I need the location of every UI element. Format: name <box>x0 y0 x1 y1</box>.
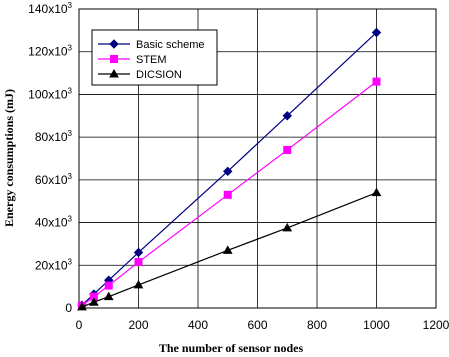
data-point <box>104 281 113 290</box>
legend-label: Basic scheme <box>136 39 204 51</box>
x-tick-label: 800 <box>307 318 327 332</box>
data-point <box>77 301 87 311</box>
legend-marker <box>109 39 119 49</box>
data-point <box>133 279 144 289</box>
data-point <box>282 222 293 232</box>
y-tick-label: 20x103 <box>35 257 73 272</box>
legend-item: Basic scheme <box>98 39 204 51</box>
series-group <box>77 27 382 311</box>
legend-item: DICSION <box>98 68 182 81</box>
data-point <box>133 247 144 258</box>
y-tick-label: 0 <box>65 301 72 315</box>
legend-marker <box>109 68 119 78</box>
data-point <box>103 291 114 301</box>
x-tick-label: 600 <box>247 318 267 332</box>
legend-marker <box>110 55 118 63</box>
x-tick-label: 0 <box>76 318 83 332</box>
x-axis-title: The number of sensor nodes <box>159 341 304 355</box>
x-tick-label: 1000 <box>363 318 390 332</box>
y-tick-labels: 0 20x103 40x103 60x103 80x103 100x103 120x103 1… <box>28 1 72 315</box>
legend: Basic scheme STEM DICSION <box>91 29 218 86</box>
data-point <box>222 245 233 254</box>
data-point <box>223 190 232 199</box>
legend-label: STEM <box>136 54 167 66</box>
data-point <box>283 145 292 154</box>
series-2 <box>77 187 382 311</box>
data-point <box>282 111 292 121</box>
data-point <box>371 27 382 38</box>
legend-item: STEM <box>98 54 167 66</box>
plot-frame <box>78 8 437 309</box>
y-tick-label: 80x103 <box>35 129 73 144</box>
data-point <box>223 166 233 177</box>
y-tick-label: 40x103 <box>35 215 73 230</box>
x-tick-label: 400 <box>188 318 208 332</box>
x-tick-label: 1200 <box>423 318 449 332</box>
legend-label: DICSION <box>136 69 182 81</box>
data-point <box>371 187 382 197</box>
data-point <box>134 258 143 267</box>
data-point <box>372 77 381 86</box>
y-tick-label: 120x103 <box>28 44 72 59</box>
y-axis-title: Energy consumptions (mJ) <box>2 89 16 227</box>
series-1 <box>77 77 381 310</box>
y-tick-label: 100x103 <box>28 86 72 101</box>
data-point <box>89 297 99 306</box>
x-tick-labels: 0 200 400 600 800 1000 1200 <box>76 318 449 332</box>
y-tick-label: 140x103 <box>28 1 72 16</box>
y-tick-label: 60x103 <box>35 172 73 187</box>
x-tick-label: 200 <box>128 318 148 332</box>
